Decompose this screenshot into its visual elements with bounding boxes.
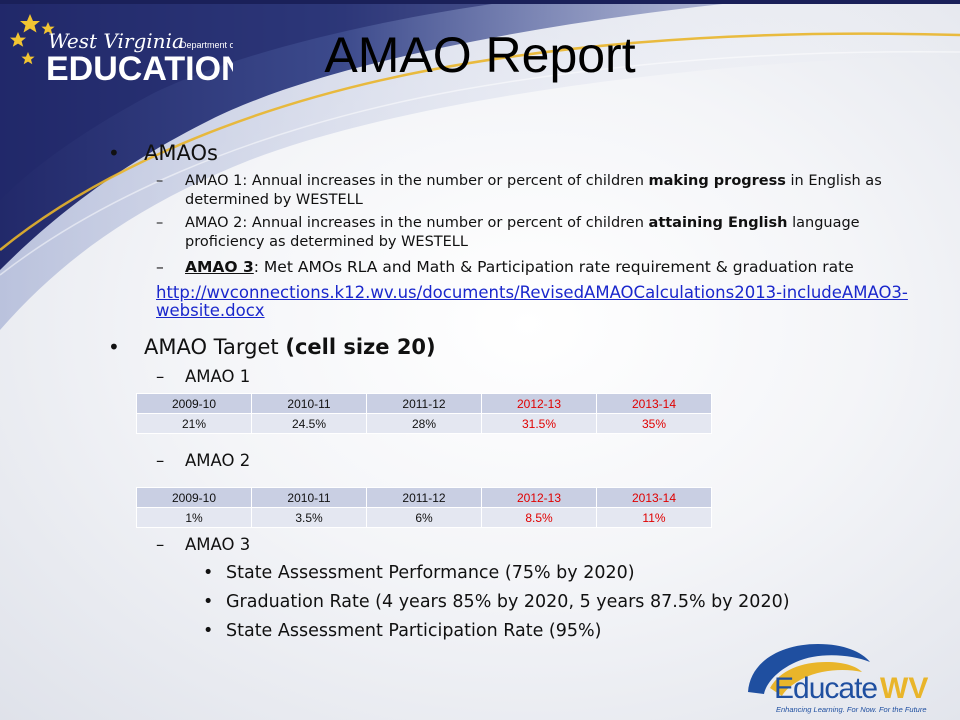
table-cell: 2010-11 <box>251 487 367 508</box>
table-cell: 8.5% <box>481 507 597 528</box>
amao-3-item: Graduation Rate (4 years 85% by 2020, 5 … <box>108 590 928 614</box>
amao-3-label: – AMAO 3 <box>156 535 251 554</box>
amao-1-label: – AMAO 1 <box>156 367 251 386</box>
dash-marker: – <box>156 173 164 189</box>
amao-2-target-table: 2009-10 2010-11 2011-12 2012-13 2013-14 … <box>136 487 712 528</box>
amao-2-description: – AMAO 2: Annual increases in the number… <box>156 215 860 250</box>
slide-content: AMAOs – AMAO 1: Annual increases in the … <box>108 138 928 643</box>
table-cell: 2012-13 <box>481 487 597 508</box>
table-cell: 2013-14 <box>596 487 712 508</box>
revised-amao-calculations-link[interactable]: http://wvconnections.k12.wv.us/documents… <box>156 283 908 320</box>
bullet-amaos: AMAOs <box>108 138 928 168</box>
table-cell: 35% <box>596 413 712 434</box>
dash-marker: – <box>156 215 164 231</box>
table-cell: 2011-12 <box>366 487 482 508</box>
educatewv-logo: Educate WV Enhancing Learning. For Now. … <box>748 644 928 714</box>
amao-3-description: – AMAO 3: Met AMOs RLA and Math & Partic… <box>156 258 854 276</box>
svg-text:Department of: Department of <box>180 40 233 50</box>
svg-text:EDUCATION: EDUCATION <box>46 50 233 88</box>
svg-text:Enhancing Learning. For Now. F: Enhancing Learning. For Now. For the Fut… <box>776 705 927 714</box>
amao-1-description: – AMAO 1: Annual increases in the number… <box>156 173 882 208</box>
svg-text:Educate: Educate <box>774 672 877 705</box>
table-cell: 2012-13 <box>481 393 597 414</box>
table-cell: 2011-12 <box>366 393 482 414</box>
svg-text:WV: WV <box>880 672 928 705</box>
dash-marker: – <box>156 367 165 386</box>
svg-text:West Virginia: West Virginia <box>48 29 184 53</box>
amao-2-label: – AMAO 2 <box>156 451 251 470</box>
slide-title: AMAO Report <box>324 27 636 83</box>
dash-marker: – <box>156 258 164 276</box>
table-cell: 24.5% <box>251 413 367 434</box>
amao-1-target-table: 2009-10 2010-11 2011-12 2012-13 2013-14 … <box>136 393 712 434</box>
table-row: 21% 24.5% 28% 31.5% 35% <box>136 413 712 434</box>
table-cell: 1% <box>136 507 252 528</box>
table-cell: 2010-11 <box>251 393 367 414</box>
table-cell: 11% <box>596 507 712 528</box>
table-cell: 31.5% <box>481 413 597 434</box>
table-cell: 6% <box>366 507 482 528</box>
bullet-amao-target: AMAO Target (cell size 20) <box>108 332 928 362</box>
amao-3-item: State Assessment Performance (75% by 202… <box>108 561 928 585</box>
table-header-row: 2009-10 2010-11 2011-12 2012-13 2013-14 <box>136 487 712 508</box>
table-cell: 2013-14 <box>596 393 712 414</box>
table-cell: 21% <box>136 413 252 434</box>
table-cell: 2009-10 <box>136 393 252 414</box>
wv-department-of-education-logo: West Virginia Department of EDUCATION <box>10 14 233 88</box>
table-cell: 2009-10 <box>136 487 252 508</box>
table-cell: 3.5% <box>251 507 367 528</box>
amao-3-item: State Assessment Participation Rate (95%… <box>108 619 928 643</box>
table-row: 1% 3.5% 6% 8.5% 11% <box>136 507 712 528</box>
dash-marker: – <box>156 535 165 554</box>
table-header-row: 2009-10 2010-11 2011-12 2012-13 2013-14 <box>136 393 712 414</box>
dash-marker: – <box>156 451 165 470</box>
table-cell: 28% <box>366 413 482 434</box>
